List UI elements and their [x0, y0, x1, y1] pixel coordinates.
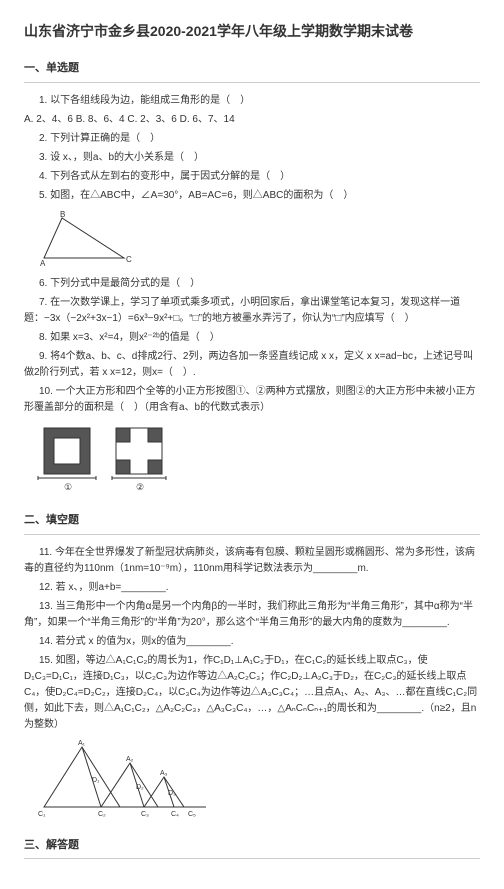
figure-squares: ① ② [36, 422, 480, 494]
label-C2: C₂ [98, 811, 106, 818]
label-fig1: ① [64, 482, 72, 492]
section-3-header: 三、解答题 [24, 837, 480, 860]
section-2-header: 二、填空题 [24, 512, 480, 535]
label-C: C [126, 255, 132, 264]
page-title: 山东省济宁市金乡县2020-2021学年八年级上学期数学期末试卷 [24, 20, 480, 42]
label-A1: A₁ [78, 740, 86, 747]
label-D2: D₂ [136, 784, 144, 791]
section-1-header: 一、单选题 [24, 60, 480, 83]
series-svg: A₁ A₂ A₃ C₁ C₂ C₃ C₄ C₅ D₁ D₂ D₃ [36, 739, 216, 819]
q4: 4. 下列各式从左到右的变形中，属于因式分解的是（ ） [24, 169, 480, 185]
label-fig2: ② [136, 482, 144, 492]
q15: 15. 如图，等边△A₁C₁C₂的周长为1，作C₁D₁⊥A₁C₂于D₁，在C₁C… [24, 653, 480, 733]
q1-options: A. 2、4、6 B. 8、6、4 C. 2、3、6 D. 6、7、14 [24, 112, 480, 128]
label-C3: C₃ [141, 811, 149, 818]
triangle-svg: A B C [36, 210, 136, 270]
label-C1: C₁ [38, 811, 46, 818]
figure-triangle: A B C [36, 210, 480, 270]
figure-triangle-series: A₁ A₂ A₃ C₁ C₂ C₃ C₄ C₅ D₁ D₂ D₃ [36, 739, 480, 819]
q5: 5. 如图，在△ABC中，∠A=30°，AB=AC=6，则△ABC的面积为（ ） [24, 188, 480, 204]
q13: 13. 当三角形中一个内角α是另一个内角β的一半时，我们称此三角形为“半角三角形… [24, 599, 480, 631]
q7: 7. 在一次数学课上，学习了单项式乘多项式，小明回家后，拿出课堂笔记本复习，发现… [24, 295, 480, 327]
label-B: B [60, 210, 65, 219]
q12: 12. 若 x、，则a+b=________. [24, 580, 480, 596]
q11: 11. 今年在全世界爆发了新型冠状病肺炎，该病毒有包膜、颗粒呈圆形或椭圆形、常为… [24, 545, 480, 577]
label-A2: A₂ [126, 756, 134, 763]
label-C5: C₅ [188, 811, 196, 818]
label-A: A [40, 259, 46, 268]
q9: 9. 将4个数a、b、c、d排成2行、2列，两边各加一条竖直线记成 x x，定义… [24, 349, 480, 381]
q10: 10. 一个大正方形和四个全等的小正方形按图①、②两种方式摆放，则图②的大正方形… [24, 384, 480, 416]
q8: 8. 如果 x=3、x²=4，则x²⁻²ᵇ的值是（ ） [24, 330, 480, 346]
q3: 3. 设 x、，则a、b的大小关系是（ ） [24, 150, 480, 166]
label-D3: D₃ [168, 790, 176, 797]
q1: 1. 以下各组线段为边，能组成三角形的是（ ） [24, 93, 480, 109]
q2: 2. 下列计算正确的是（ ） [24, 131, 480, 147]
label-C4: C₄ [171, 811, 179, 818]
q6: 6. 下列分式中是最简分式的是（ ） [24, 276, 480, 292]
q14: 14. 若分式 x 的值为x，则x的值为________. [24, 634, 480, 650]
label-A3: A₃ [160, 770, 168, 777]
label-D1: D₁ [92, 777, 100, 784]
squares-svg: ① ② [36, 422, 186, 494]
